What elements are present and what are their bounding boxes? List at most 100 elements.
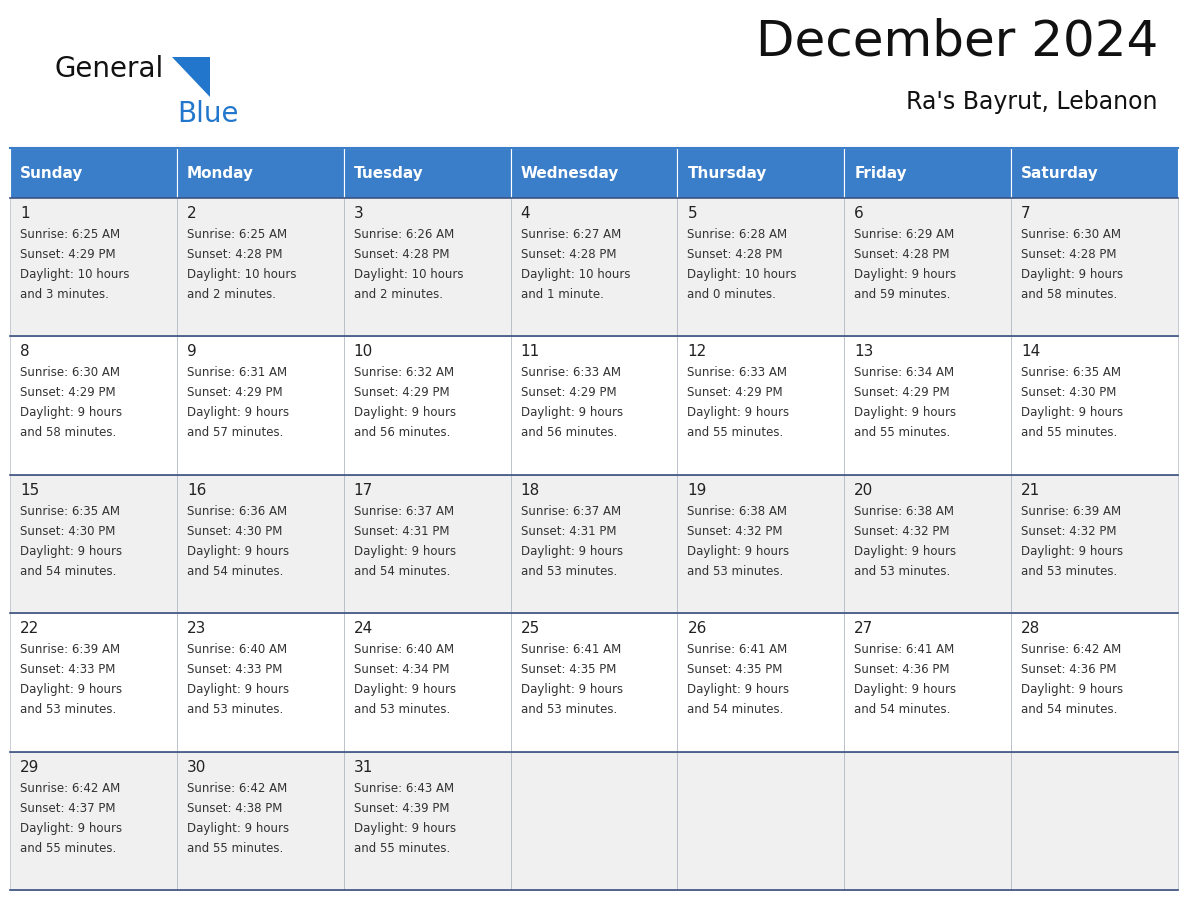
Bar	[343, 613, 511, 752]
Text: Sunrise: 6:33 AM: Sunrise: 6:33 AM	[520, 366, 620, 379]
Bar	[177, 198, 343, 336]
Text: and 53 minutes.: and 53 minutes.	[688, 565, 784, 577]
Bar	[677, 336, 845, 475]
Text: Sunset: 4:31 PM: Sunset: 4:31 PM	[520, 525, 617, 538]
Text: and 2 minutes.: and 2 minutes.	[187, 288, 276, 301]
Text: Sunrise: 6:28 AM: Sunrise: 6:28 AM	[688, 228, 788, 241]
Text: Sunset: 4:28 PM: Sunset: 4:28 PM	[187, 248, 283, 261]
Text: Daylight: 9 hours: Daylight: 9 hours	[520, 407, 623, 420]
Text: 28: 28	[1022, 621, 1041, 636]
Text: Sunset: 4:30 PM: Sunset: 4:30 PM	[1022, 386, 1117, 399]
Text: Daylight: 9 hours: Daylight: 9 hours	[854, 683, 956, 696]
Bar	[677, 752, 845, 890]
Text: Daylight: 9 hours: Daylight: 9 hours	[688, 407, 790, 420]
Text: 21: 21	[1022, 483, 1041, 498]
Text: and 54 minutes.: and 54 minutes.	[854, 703, 950, 716]
Text: 1: 1	[20, 206, 30, 221]
Text: Sunrise: 6:34 AM: Sunrise: 6:34 AM	[854, 366, 954, 379]
Text: Sunrise: 6:40 AM: Sunrise: 6:40 AM	[354, 644, 454, 656]
Text: Daylight: 9 hours: Daylight: 9 hours	[1022, 407, 1124, 420]
Text: Sunset: 4:34 PM: Sunset: 4:34 PM	[354, 663, 449, 677]
Text: 26: 26	[688, 621, 707, 636]
Text: 4: 4	[520, 206, 530, 221]
Text: Daylight: 9 hours: Daylight: 9 hours	[20, 407, 122, 420]
Text: 13: 13	[854, 344, 873, 360]
Text: 25: 25	[520, 621, 539, 636]
Text: Sunrise: 6:37 AM: Sunrise: 6:37 AM	[520, 505, 620, 518]
Text: Sunrise: 6:27 AM: Sunrise: 6:27 AM	[520, 228, 621, 241]
Text: and 56 minutes.: and 56 minutes.	[354, 426, 450, 440]
Bar	[10, 752, 177, 890]
Text: Sunset: 4:37 PM: Sunset: 4:37 PM	[20, 801, 115, 814]
Text: Blue: Blue	[177, 100, 239, 128]
Text: 12: 12	[688, 344, 707, 360]
Text: Sunrise: 6:35 AM: Sunrise: 6:35 AM	[1022, 366, 1121, 379]
Text: Daylight: 9 hours: Daylight: 9 hours	[854, 407, 956, 420]
Text: Sunset: 4:36 PM: Sunset: 4:36 PM	[1022, 663, 1117, 677]
Text: and 55 minutes.: and 55 minutes.	[688, 426, 784, 440]
Text: Sunrise: 6:30 AM: Sunrise: 6:30 AM	[20, 366, 120, 379]
Text: Sunrise: 6:42 AM: Sunrise: 6:42 AM	[1022, 644, 1121, 656]
Text: and 53 minutes.: and 53 minutes.	[20, 703, 116, 716]
Text: Sunrise: 6:37 AM: Sunrise: 6:37 AM	[354, 505, 454, 518]
Bar	[343, 752, 511, 890]
Bar	[177, 752, 343, 890]
Text: Sunset: 4:29 PM: Sunset: 4:29 PM	[20, 248, 115, 261]
Text: and 54 minutes.: and 54 minutes.	[688, 703, 784, 716]
Text: Ra's Bayrut, Lebanon: Ra's Bayrut, Lebanon	[906, 90, 1158, 114]
Text: Daylight: 9 hours: Daylight: 9 hours	[187, 544, 289, 558]
Text: and 56 minutes.: and 56 minutes.	[520, 426, 617, 440]
Text: Saturday: Saturday	[1022, 165, 1099, 181]
Text: 11: 11	[520, 344, 539, 360]
Text: Sunset: 4:28 PM: Sunset: 4:28 PM	[354, 248, 449, 261]
Text: Sunset: 4:29 PM: Sunset: 4:29 PM	[688, 386, 783, 399]
Bar	[177, 475, 343, 613]
Text: Sunset: 4:29 PM: Sunset: 4:29 PM	[854, 386, 950, 399]
Text: Wednesday: Wednesday	[520, 165, 619, 181]
Text: and 1 minute.: and 1 minute.	[520, 288, 604, 301]
Text: Sunset: 4:29 PM: Sunset: 4:29 PM	[520, 386, 617, 399]
Text: 2: 2	[187, 206, 196, 221]
Text: 29: 29	[20, 759, 39, 775]
Text: Sunrise: 6:41 AM: Sunrise: 6:41 AM	[520, 644, 621, 656]
Bar	[343, 198, 511, 336]
Bar	[343, 336, 511, 475]
Text: 20: 20	[854, 483, 873, 498]
Text: Daylight: 9 hours: Daylight: 9 hours	[854, 544, 956, 558]
Text: Daylight: 9 hours: Daylight: 9 hours	[1022, 683, 1124, 696]
Text: Sunset: 4:29 PM: Sunset: 4:29 PM	[20, 386, 115, 399]
Text: and 54 minutes.: and 54 minutes.	[187, 565, 283, 577]
Bar	[10, 475, 177, 613]
Bar	[1011, 752, 1178, 890]
Text: and 58 minutes.: and 58 minutes.	[1022, 288, 1118, 301]
Text: December 2024: December 2024	[756, 18, 1158, 66]
Bar	[1011, 148, 1178, 198]
Text: Daylight: 9 hours: Daylight: 9 hours	[187, 407, 289, 420]
Text: and 55 minutes.: and 55 minutes.	[854, 426, 950, 440]
Text: and 54 minutes.: and 54 minutes.	[20, 565, 116, 577]
Text: and 54 minutes.: and 54 minutes.	[1022, 703, 1118, 716]
Bar	[177, 336, 343, 475]
Bar	[677, 198, 845, 336]
Text: and 53 minutes.: and 53 minutes.	[354, 703, 450, 716]
Bar	[845, 336, 1011, 475]
Text: Tuesday: Tuesday	[354, 165, 423, 181]
Bar	[511, 198, 677, 336]
Text: Monday: Monday	[187, 165, 254, 181]
Text: Daylight: 9 hours: Daylight: 9 hours	[520, 544, 623, 558]
Bar	[343, 148, 511, 198]
Bar	[1011, 613, 1178, 752]
Text: Sunset: 4:35 PM: Sunset: 4:35 PM	[688, 663, 783, 677]
Text: and 53 minutes.: and 53 minutes.	[520, 703, 617, 716]
Text: 7: 7	[1022, 206, 1031, 221]
Text: and 55 minutes.: and 55 minutes.	[354, 842, 450, 855]
Text: Daylight: 9 hours: Daylight: 9 hours	[187, 683, 289, 696]
Bar	[845, 475, 1011, 613]
Text: 17: 17	[354, 483, 373, 498]
Text: Sunset: 4:28 PM: Sunset: 4:28 PM	[1022, 248, 1117, 261]
Bar	[845, 198, 1011, 336]
Text: Sunrise: 6:43 AM: Sunrise: 6:43 AM	[354, 781, 454, 795]
Text: 16: 16	[187, 483, 207, 498]
Bar	[677, 475, 845, 613]
Text: Sunrise: 6:29 AM: Sunrise: 6:29 AM	[854, 228, 954, 241]
